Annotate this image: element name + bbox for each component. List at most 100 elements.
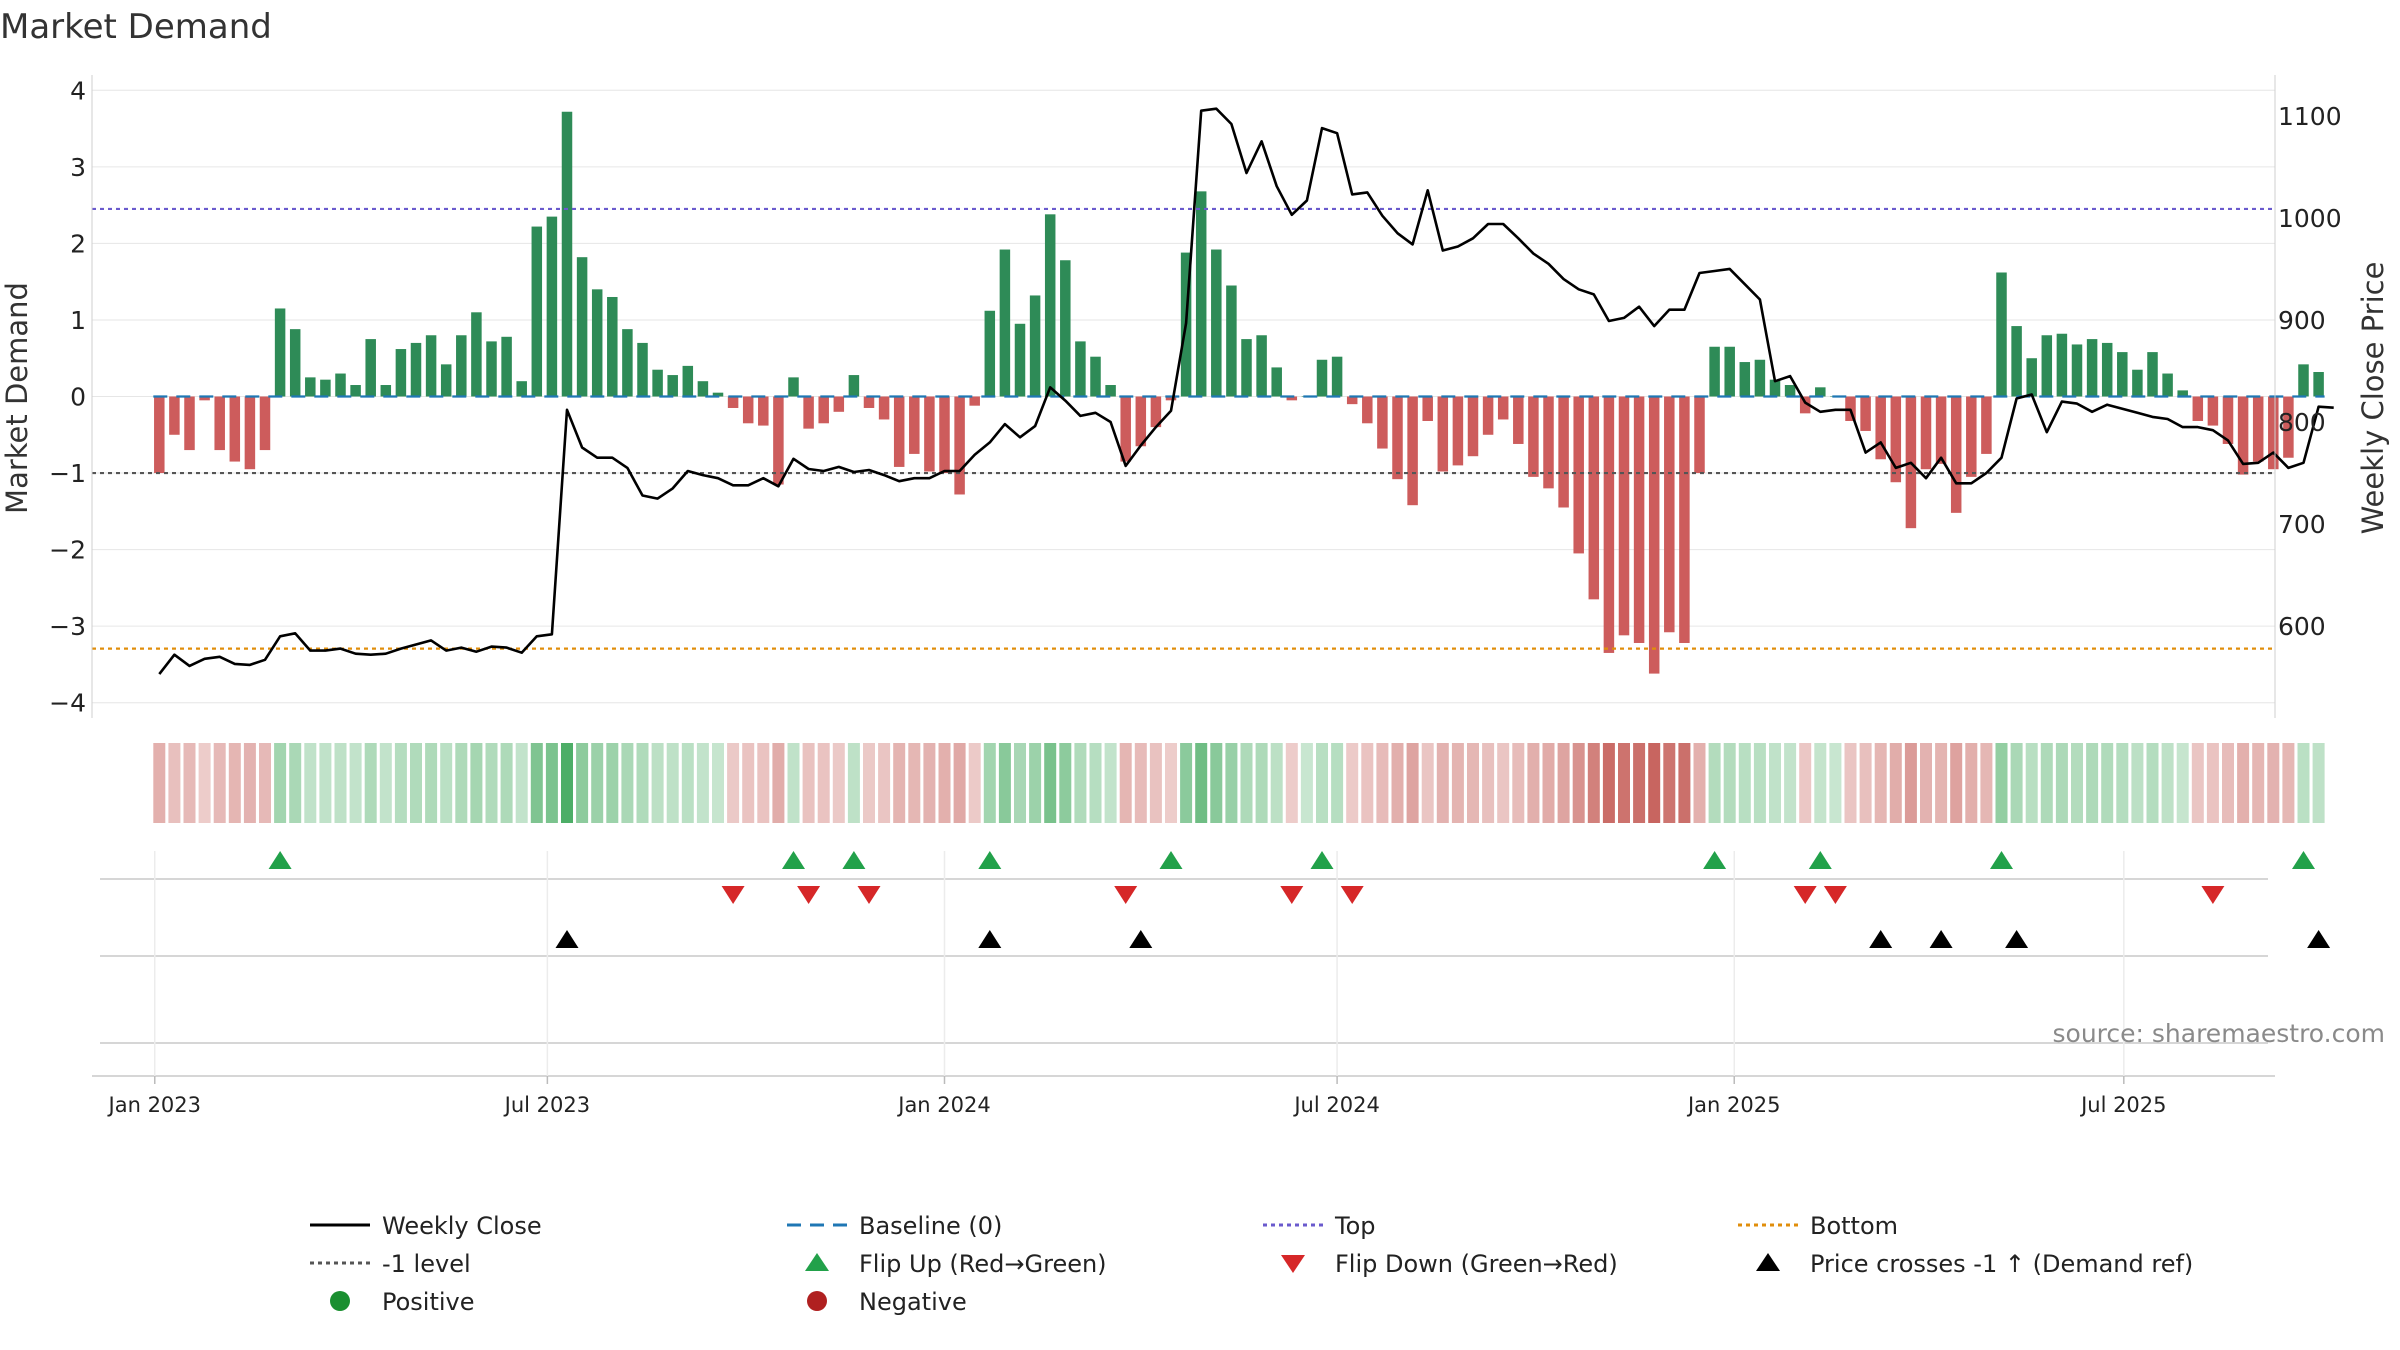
flip-up-marker (782, 851, 805, 869)
strip-cell (802, 743, 815, 823)
strip-cell (712, 743, 724, 823)
strip-cell (2040, 743, 2053, 823)
x-tick-label: Jul 2025 (2079, 1093, 2166, 1117)
demand-bar (1890, 396, 1902, 483)
demand-bar (244, 396, 256, 470)
strip-cell (923, 743, 936, 823)
strip-cell (198, 743, 211, 823)
strip-cell (1361, 743, 1374, 823)
strip-cell (787, 743, 800, 823)
strip-cell (1648, 743, 1661, 823)
strip-cell (289, 743, 302, 823)
demand-bar (1241, 339, 1252, 397)
demand-bar (712, 392, 724, 397)
strip-cell (1889, 743, 1902, 823)
demand-bar (1513, 396, 1524, 444)
reference-lines (92, 207, 2325, 650)
x-tick-label: Jul 2023 (503, 1093, 590, 1117)
strip-cell (591, 743, 604, 823)
y-tick-right: 1000 (2278, 204, 2342, 233)
strip-cell (1738, 743, 1751, 823)
flip-up-marker (268, 851, 292, 869)
strip-cell (1633, 743, 1646, 823)
demand-bar (1150, 396, 1162, 428)
demand-bar (969, 396, 980, 406)
strip-cell (1421, 743, 1434, 823)
strip-cell (1451, 743, 1464, 823)
demand-bar (1090, 356, 1101, 397)
strip-cell (334, 743, 347, 823)
legend-label: Positive (382, 1288, 475, 1316)
demand-bar (893, 396, 905, 467)
demand-bar (2298, 364, 2309, 397)
demand-bar (1407, 396, 1418, 506)
y-tick-left: −1 (49, 459, 86, 488)
demand-bar (803, 396, 814, 429)
strip-cell (379, 743, 392, 823)
demand-bar (1633, 396, 1645, 643)
demand-bar (1950, 396, 1962, 513)
demand-bar (2101, 342, 2113, 397)
demand-bar (1815, 387, 1826, 397)
demand-bar (1996, 272, 2007, 397)
demand-bar (229, 396, 241, 462)
demand-bar (848, 375, 860, 397)
flip-down-marker (721, 886, 745, 904)
legend-swatch-circle (330, 1291, 350, 1311)
strip-cell (983, 743, 996, 823)
strip-cell (425, 743, 438, 823)
flip-up-marker (978, 851, 1002, 869)
demand-bar (954, 396, 965, 495)
flip-up-marker (1310, 851, 1334, 869)
y-tick-left: −2 (49, 536, 86, 565)
strip-cell (2206, 743, 2219, 823)
demand-bar (1497, 396, 1509, 420)
strip-cell (500, 743, 513, 823)
demand-bar (1195, 191, 1207, 397)
demand-bar (169, 396, 180, 435)
demand-bar (1346, 396, 1358, 405)
demand-bar (1799, 396, 1811, 414)
strip-cell (938, 743, 951, 823)
demand-bar (1784, 385, 1796, 397)
demand-bar (2207, 396, 2219, 426)
y-tick-left: 4 (70, 76, 86, 105)
strip-cell (1406, 743, 1419, 823)
strip-cell (364, 743, 377, 823)
strip-cell (2161, 743, 2174, 823)
demand-bar (2283, 396, 2294, 458)
demand-bar (1573, 396, 1584, 554)
price-cross-marker (1929, 930, 1953, 948)
strip-cell (1134, 743, 1147, 823)
demand-bar (1679, 396, 1690, 643)
demand-bar (1935, 396, 1947, 464)
demand-bar (1452, 396, 1464, 466)
strip-cell (576, 743, 589, 823)
demand-bar (1437, 396, 1449, 472)
demand-bar (289, 329, 301, 397)
demand-bar (1316, 359, 1328, 397)
strip-cell (1602, 743, 1615, 823)
legend-label: Weekly Close (382, 1212, 542, 1240)
strip-cell (1859, 743, 1872, 823)
strip-cell (1300, 743, 1313, 823)
demand-color-strip (153, 743, 2325, 823)
demand-bar (1060, 260, 1071, 397)
demand-bar (1694, 396, 1705, 474)
demand-bar (1014, 323, 1026, 397)
axes: 4 3 2 1 0 −1 −2 −3 −4 1100 1000 900 800 700 600 Market … (0, 75, 2390, 718)
strip-cell (953, 743, 966, 823)
demand-bar (184, 396, 195, 451)
demand-bar (758, 396, 769, 426)
strip-cell (243, 743, 256, 823)
strip-cell (1059, 743, 1072, 823)
demand-bar (1362, 396, 1373, 424)
demand-bar (1256, 335, 1267, 397)
demand-bar (909, 396, 920, 454)
strip-cell (1346, 743, 1359, 823)
demand-bar (1664, 396, 1675, 633)
strip-cell (878, 743, 891, 823)
flip-up-marker (1990, 851, 2013, 869)
strip-cell (757, 743, 770, 823)
